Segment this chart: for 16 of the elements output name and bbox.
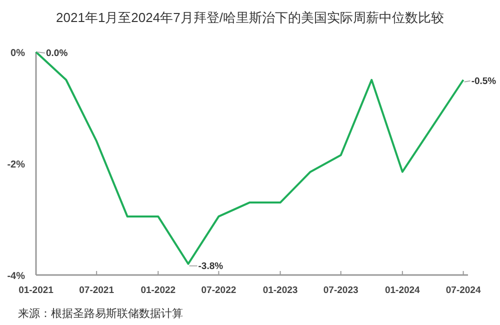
x-tick-label: 01-2023 — [262, 285, 298, 296]
x-tick-label: 07-2021 — [79, 285, 115, 296]
x-tick-label: 07-2022 — [201, 285, 236, 296]
y-tick-label: -2% — [7, 160, 26, 170]
source-note: 来源：根据圣路易斯联储数据计算 — [18, 307, 183, 320]
annotation: -3.8% — [198, 260, 224, 272]
y-tick-label: -4% — [7, 271, 26, 282]
y-tick-label: 0% — [10, 48, 26, 59]
x-tick-label: 07-2024 — [446, 285, 482, 296]
annotation: 0.0% — [46, 48, 68, 59]
x-tick-label: 01-2024 — [384, 285, 421, 296]
x-tick-label: 07-2023 — [323, 285, 358, 296]
annotation: -0.5% — [471, 76, 497, 87]
chart-title: 2021年1月至2024年7月拜登/哈里斯治下的美国实际周薪中位数比较 — [56, 10, 444, 25]
x-tick-label: 01-2021 — [18, 285, 54, 296]
x-tick-label: 01-2022 — [140, 285, 176, 296]
